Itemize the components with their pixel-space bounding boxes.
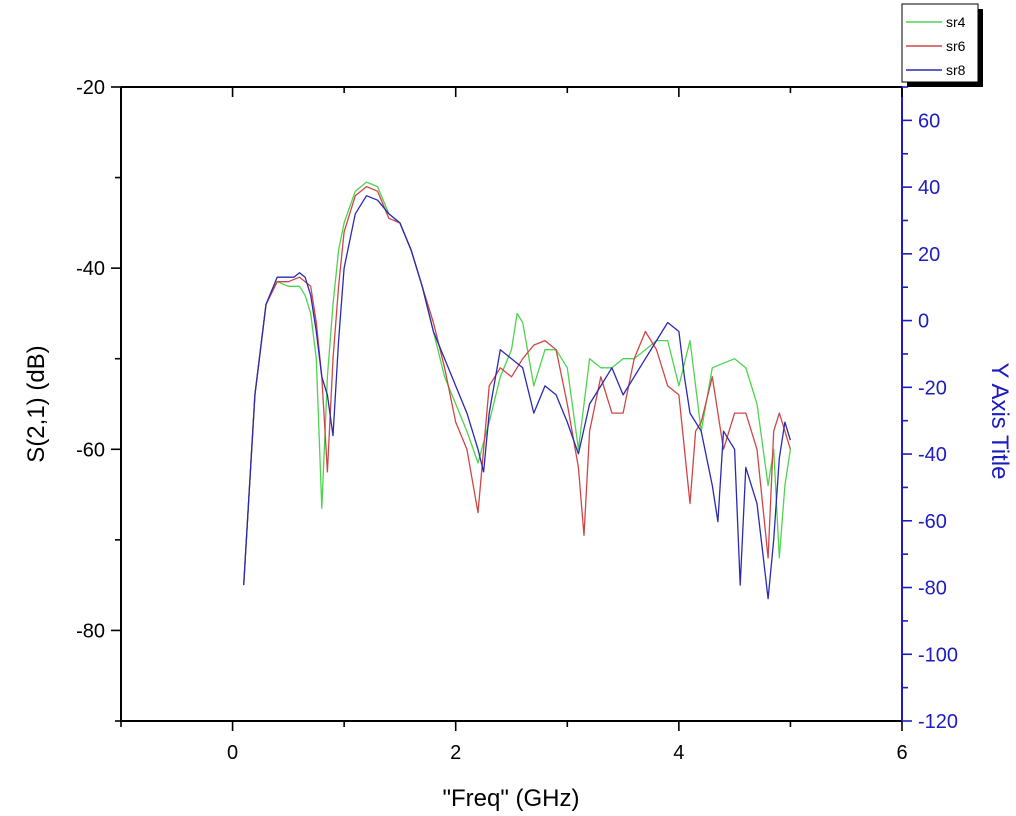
x-tick-label: 4	[673, 742, 684, 764]
y2-tick-label: -120	[918, 711, 958, 733]
right-y-axis-label: Y Axis Title	[986, 363, 1013, 480]
x-tick-label: 6	[896, 742, 907, 764]
y-axis-label: S(2,1) (dB)	[23, 345, 50, 462]
legend-label-sr4: sr4	[946, 14, 966, 30]
y2-tick-label: -40	[918, 444, 947, 466]
legend-label-sr6: sr6	[946, 38, 966, 54]
y-tick-label: -20	[76, 77, 105, 99]
x-axis-label: "Freq" (GHz)	[442, 785, 579, 812]
x-tick-label: 0	[227, 742, 238, 764]
legend[interactable]: sr4 sr6 sr8	[902, 4, 983, 87]
legend-label-sr8: sr8	[946, 62, 966, 78]
y2-tick-label: 60	[918, 110, 940, 132]
y2-tick-label: 40	[918, 177, 940, 199]
y2-tick-label: -80	[918, 578, 947, 600]
y2-tick-label: -60	[918, 511, 947, 533]
y2-tick-label: -100	[918, 644, 958, 666]
y-tick-label: -80	[76, 620, 105, 642]
y2-tick-label: 0	[918, 311, 929, 333]
y-tick-label: -60	[76, 439, 105, 461]
y2-tick-label: -20	[918, 377, 947, 399]
y2-tick-label: 20	[918, 244, 940, 266]
x-tick-label: 2	[450, 742, 461, 764]
y-tick-label: -40	[76, 258, 105, 280]
